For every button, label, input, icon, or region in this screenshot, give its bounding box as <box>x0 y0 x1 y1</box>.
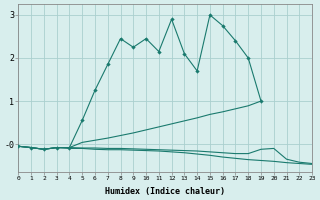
X-axis label: Humidex (Indice chaleur): Humidex (Indice chaleur) <box>105 187 225 196</box>
